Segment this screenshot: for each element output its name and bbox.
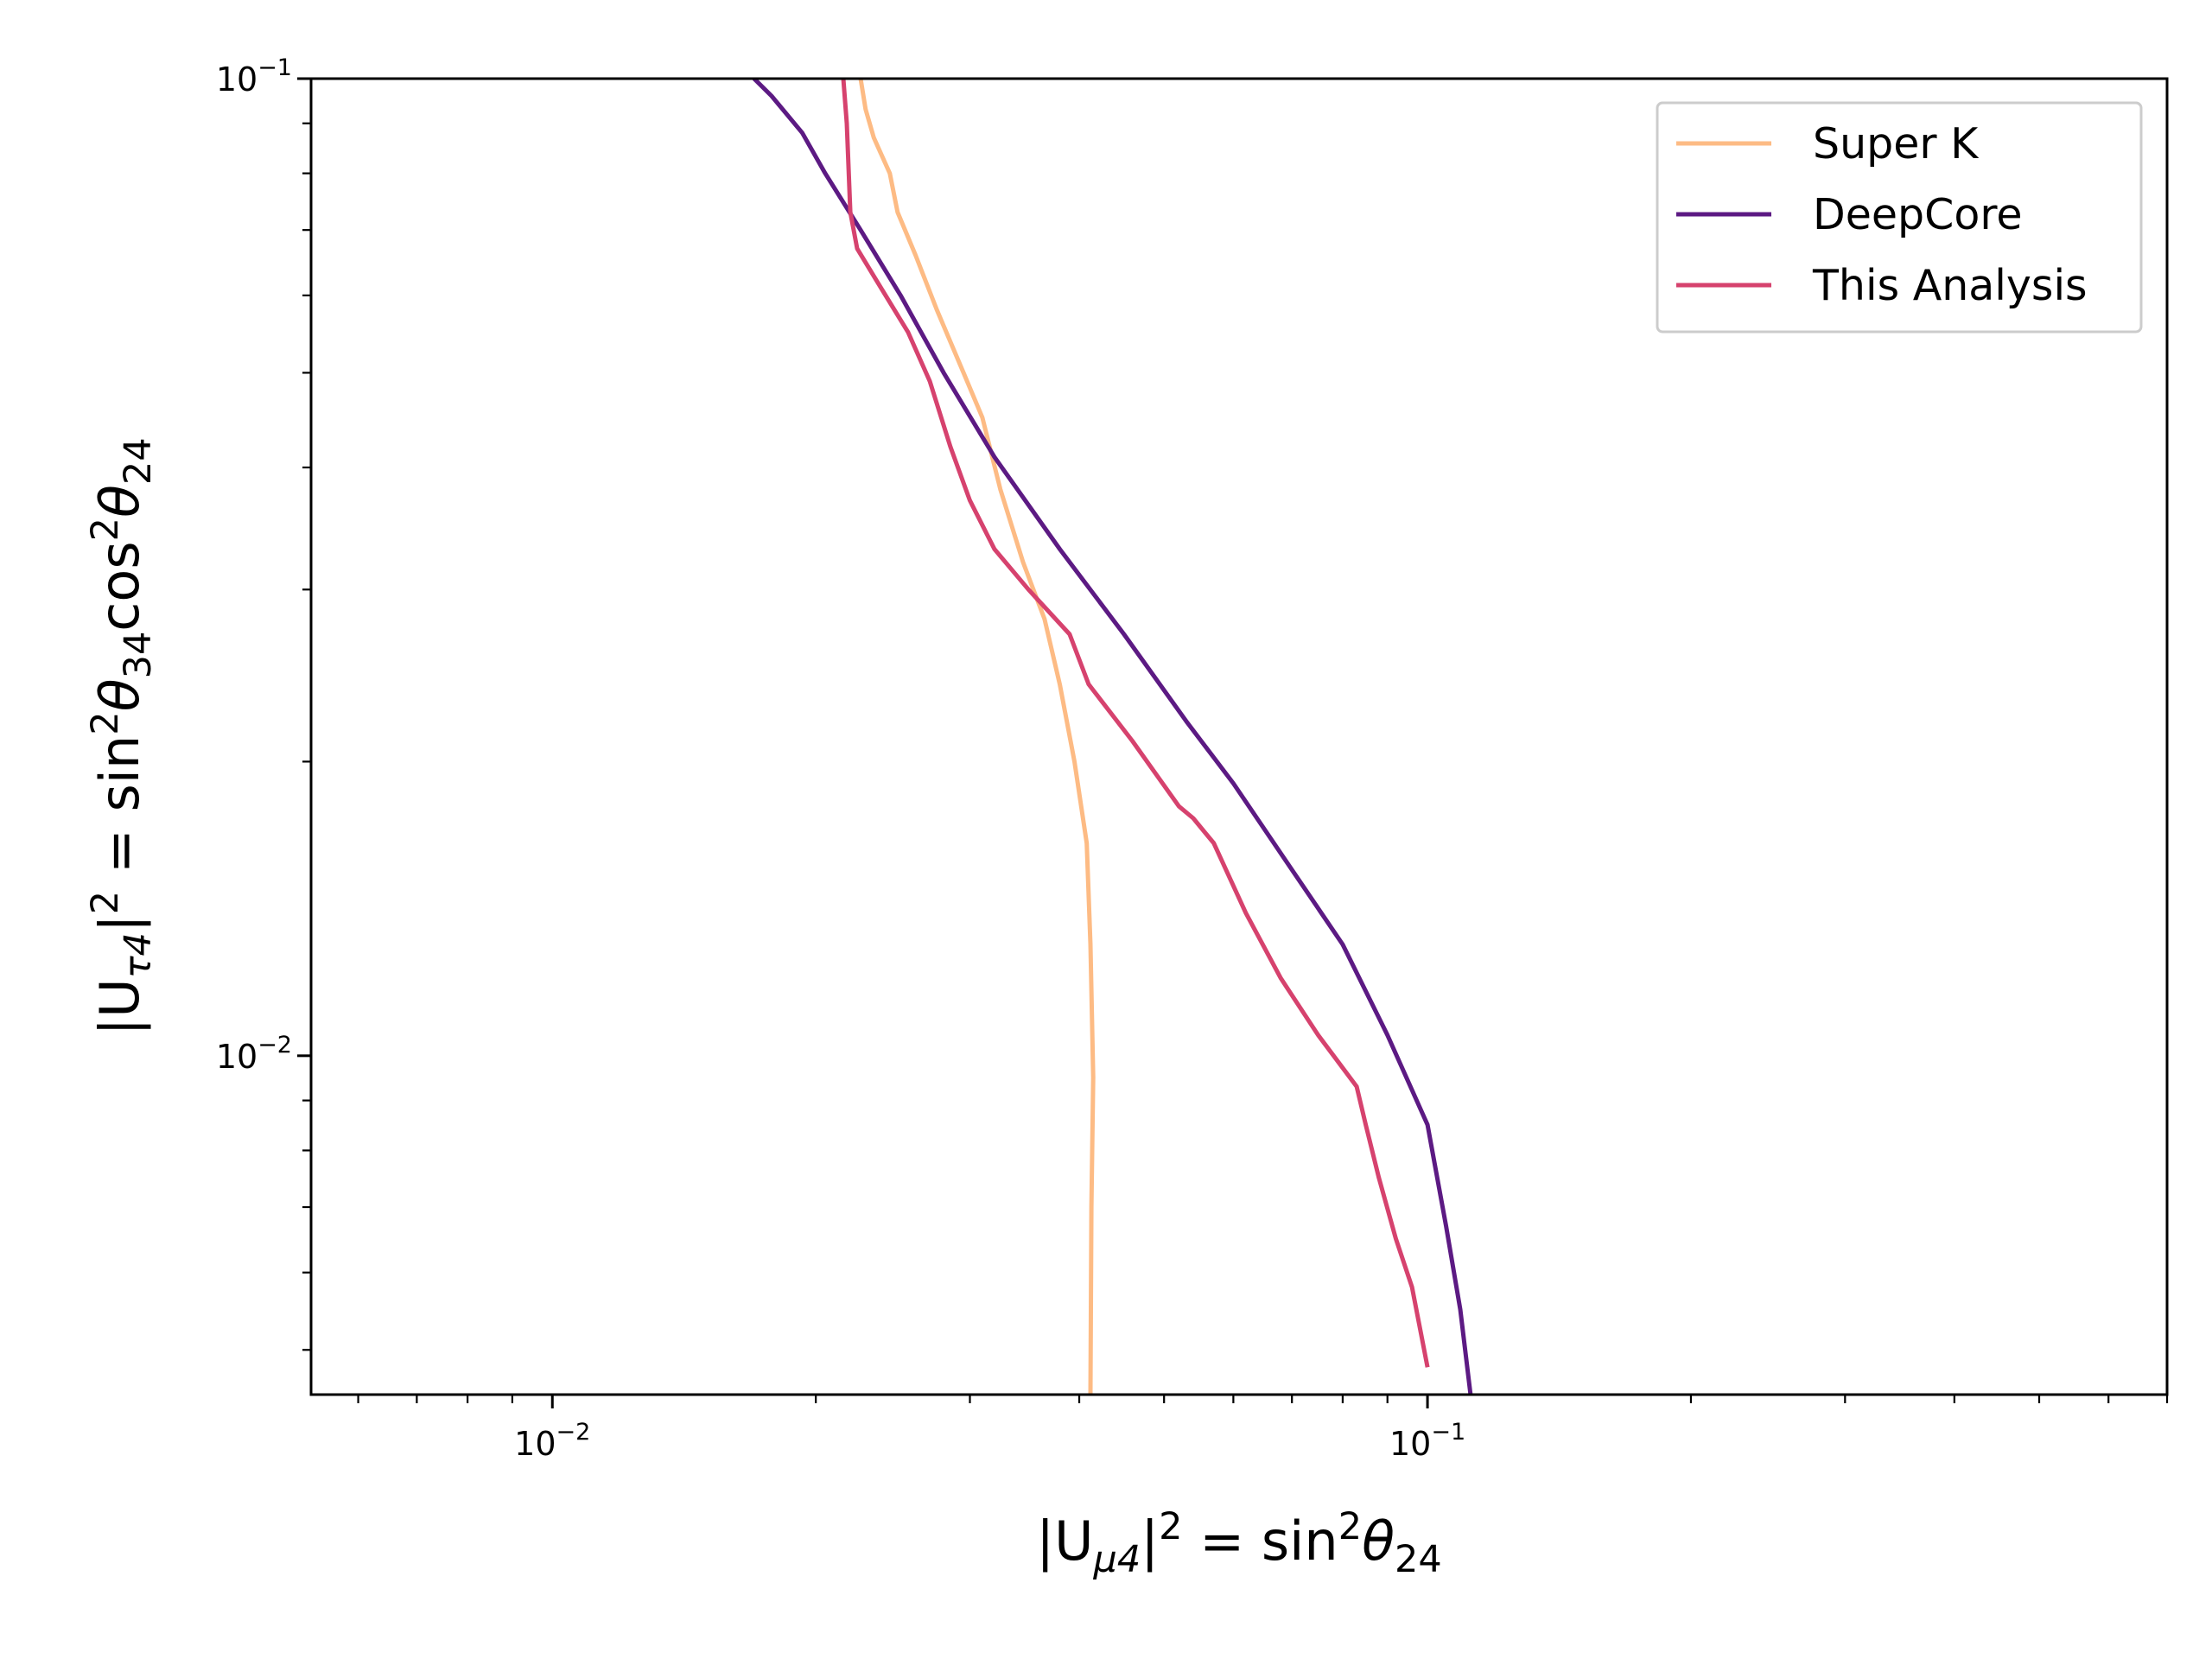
series-line-deepcore <box>752 79 1473 1395</box>
x-tick-label: 10−2 <box>514 1419 590 1463</box>
y-tick-label: 10−1 <box>216 54 292 99</box>
series-line-this-analysis <box>841 79 1430 1368</box>
series-line-super-k <box>858 79 1096 1395</box>
legend-label-deepcore: DeepCore <box>1813 190 2023 239</box>
legend-label-super-k: Super K <box>1813 119 1980 168</box>
x-tick-label: 10−1 <box>1389 1419 1465 1463</box>
series-layer <box>752 79 1473 1395</box>
legend-items: Super K DeepCore This Analysis <box>1676 119 2088 310</box>
legend: Super K DeepCore This Analysis <box>1656 101 2143 334</box>
x-axis-label: |Uμ4|2 = sin2θ24 <box>1036 1505 1441 1581</box>
legend-box <box>1656 101 2143 334</box>
plot-frame <box>309 77 2169 1396</box>
y-tick-label: 10−2 <box>216 1032 292 1076</box>
ticks-layer: 10−2 10−1 10−2 10−1 <box>216 54 2169 1463</box>
legend-label-this-analysis: This Analysis <box>1812 261 2088 310</box>
y-axis-label: |Uτ4|2 = sin2θ34cos2θ24 <box>84 437 160 1035</box>
